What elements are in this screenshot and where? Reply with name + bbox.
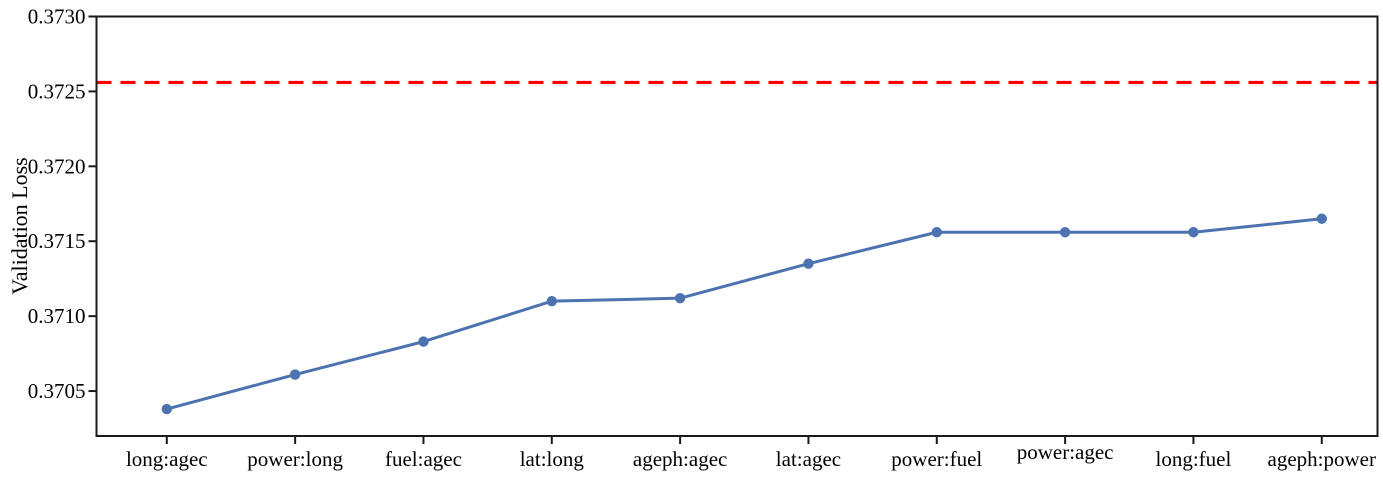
data-point-marker [803, 258, 814, 269]
x-tick-label: ageph:agec [633, 447, 727, 471]
data-point-marker [289, 369, 301, 380]
data-point-marker [1188, 227, 1199, 238]
y-axis-label: Validation Loss [7, 157, 32, 295]
y-tick-label: 0.3715 [28, 229, 86, 253]
y-tick-label: 0.3705 [28, 379, 86, 403]
x-tick-label: ageph:power [1268, 447, 1376, 471]
x-tick-label: power:long [247, 447, 343, 471]
x-tick-label: fuel:agec [385, 447, 462, 471]
data-point-marker [418, 336, 429, 347]
x-tick-label: long:agec [126, 447, 208, 471]
validation-loss-line [165, 217, 1324, 411]
y-tick-label: 0.3730 [28, 5, 86, 29]
x-tick-label: lat:long [520, 447, 585, 471]
data-point-marker [546, 295, 557, 307]
data-point-marker [161, 403, 172, 415]
x-tick-label: long:fuel [1156, 447, 1232, 471]
data-point-marker [1059, 227, 1071, 238]
y-tick-label: 0.3725 [28, 79, 86, 103]
data-point-marker [931, 227, 942, 238]
x-tick-label: power:agec [1017, 440, 1114, 464]
data-point-marker [674, 292, 686, 304]
y-tick-label: 0.3710 [28, 304, 86, 328]
data-point-marker [1316, 213, 1327, 224]
x-tick-label: lat:agec [776, 447, 841, 471]
x-tick-label: power:fuel [891, 447, 982, 471]
plot-frame [95, 15, 1379, 437]
y-tick-label: 0.3720 [28, 154, 86, 178]
